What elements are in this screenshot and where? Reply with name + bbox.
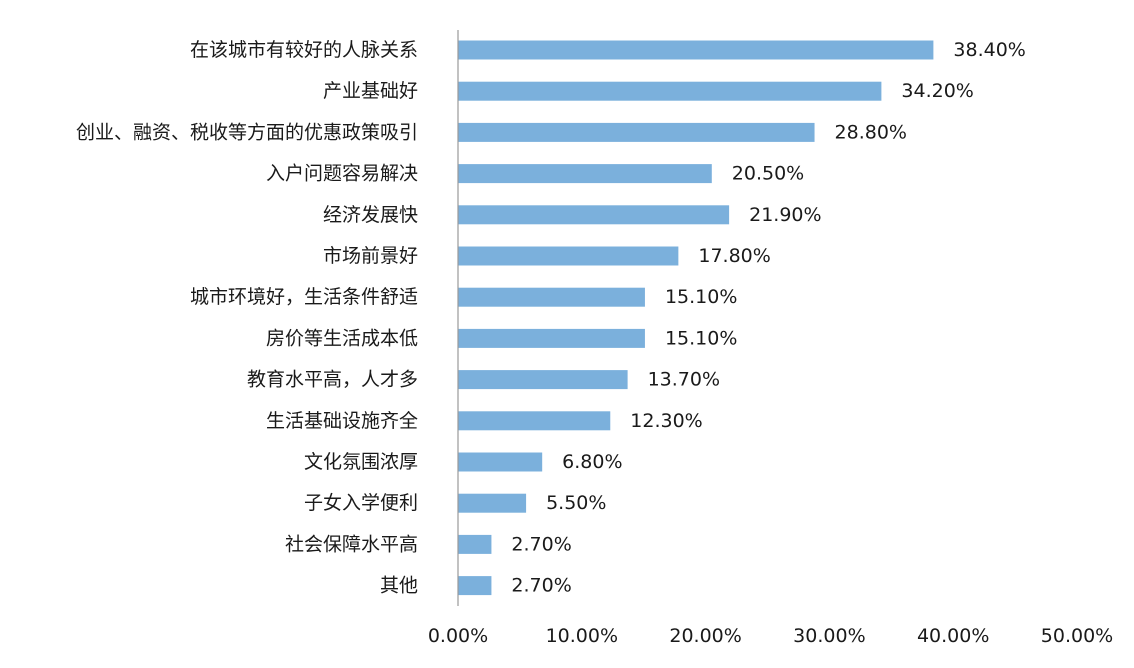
category-label: 经济发展快 (323, 204, 418, 226)
value-label: 6.80% (562, 451, 622, 473)
bar (458, 328, 645, 348)
category-label: 产业基础好 (323, 80, 418, 102)
category-label: 文化氛围浓厚 (304, 451, 418, 473)
value-label: 17.80% (698, 245, 770, 267)
category-label: 房价等生活成本低 (266, 327, 418, 349)
x-tick-label: 10.00% (546, 625, 618, 647)
bar (458, 576, 492, 596)
x-tick-label: 40.00% (917, 625, 989, 647)
value-label: 13.70% (648, 369, 720, 391)
value-label: 15.10% (665, 327, 737, 349)
bar (458, 411, 611, 431)
value-label: 34.20% (901, 80, 973, 102)
bar (458, 287, 645, 307)
bar (458, 122, 815, 142)
category-label: 创业、融资、税收等方面的优惠政策吸引 (76, 121, 418, 143)
bar (458, 164, 712, 184)
bar (458, 81, 882, 101)
category-label: 生活基础设施齐全 (266, 410, 418, 432)
category-label: 在该城市有较好的人脉关系 (190, 39, 418, 61)
value-label: 15.10% (665, 286, 737, 308)
value-label: 38.40% (953, 39, 1025, 61)
value-label: 28.80% (835, 121, 907, 143)
bar (458, 370, 628, 390)
value-label: 5.50% (546, 492, 606, 514)
bar (458, 205, 730, 225)
x-tick-label: 20.00% (669, 625, 741, 647)
category-label: 子女入学便利 (304, 492, 418, 514)
category-label: 市场前景好 (323, 245, 418, 267)
value-label: 12.30% (630, 410, 702, 432)
bars-layer (458, 40, 934, 596)
value-label: 2.70% (511, 575, 571, 597)
value-labels: 38.40% 34.20% 28.80% 20.50% 21.90% 17.80% 15.1… (511, 39, 1025, 597)
value-label: 20.50% (732, 163, 804, 185)
bar (458, 452, 543, 472)
value-label: 21.90% (749, 204, 821, 226)
category-label: 教育水平高，人才多 (247, 369, 418, 391)
x-tick-label: 50.00% (1041, 625, 1113, 647)
bar (458, 493, 527, 513)
x-tick-label: 0.00% (428, 625, 488, 647)
category-label: 社会保障水平高 (285, 533, 418, 555)
category-labels: 在该城市有较好的人脉关系产业基础好创业、融资、税收等方面的优惠政策吸引入户问题容… (76, 39, 418, 597)
x-axis-ticks: 0.00% 10.00% 20.00% 30.00% 40.00% 50.00% (428, 625, 1113, 647)
value-label: 2.70% (511, 533, 571, 555)
category-label: 其他 (380, 575, 418, 597)
bar (458, 534, 492, 554)
category-label: 入户问题容易解决 (266, 163, 418, 185)
x-tick-label: 30.00% (793, 625, 865, 647)
bar (458, 246, 679, 266)
bar (458, 40, 934, 60)
category-label: 城市环境好，生活条件舒适 (190, 286, 418, 308)
